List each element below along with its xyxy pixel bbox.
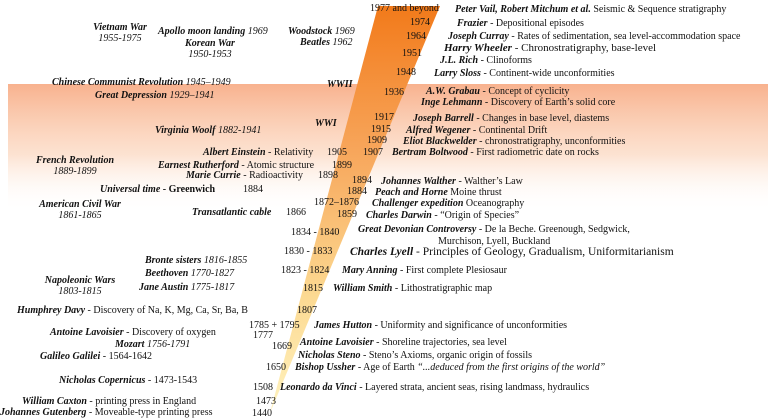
event-copernicus: Nicholas Copernicus - 1473-1543 xyxy=(59,375,198,386)
event-lyell: Charles Lyell - Principles of Geology, G… xyxy=(350,246,674,258)
year-label: 1866 xyxy=(286,207,306,218)
event-universal-time: Universal time - Greenwich xyxy=(100,184,216,195)
event-einstein: Albert Einstein - Relativity xyxy=(203,147,314,158)
event-french-revolution: French Revolution 1889-1899 xyxy=(35,155,115,177)
year-label: 1915 xyxy=(371,124,391,135)
event-wegener: Alfred Wegener - Continental Drift xyxy=(406,125,548,136)
event-grabau: A.W. Grabau - Concept of cyclicity xyxy=(426,86,570,97)
event-curie: Marie Currie - Radioactivity xyxy=(186,170,303,181)
event-rich: J.L. Rich - Clinoforms xyxy=(440,55,532,66)
event-steno: Nicholas Steno - Steno’s Axioms, organic… xyxy=(298,350,532,361)
event-curray: Joseph Curray - Rates of sedimentation, … xyxy=(448,31,741,42)
event-smith: William Smith - Lithostratigraphic map xyxy=(333,283,493,294)
event-lehmann: Inge Lehmann - Discovery of Earth’s soli… xyxy=(421,97,616,108)
event-boltwood: Bertram Boltwood - First radiometric dat… xyxy=(392,147,599,158)
event-vail: Peter Vail, Robert Mitchum et al. Seismi… xyxy=(455,4,727,15)
event-wwii: WWII xyxy=(327,79,353,90)
year-label: 1815 xyxy=(303,283,323,294)
event-civil-war: American Civil War 1861-1865 xyxy=(39,199,121,221)
year-label: 1669 xyxy=(272,341,292,352)
year-label: 1905 xyxy=(327,147,347,158)
year-label: 1948 xyxy=(396,67,416,78)
event-wheeler: Harry Wheeler - Chronostratigraphy, base… xyxy=(444,42,657,54)
event-challenger: Challenger expedition Oceanography xyxy=(372,198,525,209)
event-blackwelder: Eliot Blackwelder - chronostratigraphy, … xyxy=(403,136,626,147)
event-sloss: Larry Sloss - Continent-wide unconformit… xyxy=(434,68,615,79)
event-wwi: WWI xyxy=(315,118,337,129)
event-apollo: Apollo moon landing 1969 xyxy=(158,26,268,37)
year-label: 1777 xyxy=(253,330,273,341)
event-jane-austen: Jane Austin 1775-1817 xyxy=(139,282,235,293)
year-label: 1907 xyxy=(363,147,383,158)
event-beethoven: Beethoven 1770-1827 xyxy=(145,268,235,279)
event-bronte: Bronte sisters 1816-1855 xyxy=(145,255,248,266)
event-da-vinci: Leonardo da Vinci - Layered strata, anci… xyxy=(280,382,590,393)
event-peach-horne: Peach and Horne Moine thrust xyxy=(375,187,502,198)
year-label: 1859 xyxy=(337,209,357,220)
year-label: 1440 xyxy=(252,408,272,419)
year-label: 1951 xyxy=(402,48,422,59)
event-woodstock: Woodstock 1969 xyxy=(288,26,355,37)
event-vietnam-war: Vietnam War 1955-1975 xyxy=(93,22,147,44)
year-label: 1650 xyxy=(266,362,286,373)
year-label: 1909 xyxy=(367,135,387,146)
year-label: 1917 xyxy=(374,112,394,123)
year-label: 1785 + 1795 xyxy=(249,320,300,331)
year-label: 1884 xyxy=(243,184,263,195)
year-label: 1974 xyxy=(410,17,430,28)
year-label: 1936 xyxy=(384,87,404,98)
year-label: 1884 xyxy=(347,186,367,197)
year-label: 1830 - 1833 xyxy=(284,246,333,257)
year-label: 1508 xyxy=(253,382,273,393)
event-barrell: Joseph Barrell - Changes in base level, … xyxy=(413,113,610,124)
event-lavoisier-geology: Antoine Lavoisier - Shoreline trajectori… xyxy=(300,337,507,348)
event-ussher: Bishop Ussher - Age of Earth “...deduced… xyxy=(295,362,606,373)
event-beatles: Beatles 1962 xyxy=(300,37,353,48)
year-label: 1473 xyxy=(256,396,276,407)
event-lavoisier: Antoine Lavoisier - Discovery of oxygen xyxy=(50,327,216,338)
year-label: 1834 - 1840 xyxy=(291,227,340,238)
event-korean-war: Korean War 1950-1953 xyxy=(185,38,235,60)
event-devonian: Great Devonian Controversy - De la Beche… xyxy=(358,224,630,235)
event-devonian-names: Murchison, Lyell, Buckland xyxy=(438,236,551,247)
event-davy: Humphrey Davy - Discovery of Na, K, Mg, … xyxy=(17,305,248,316)
event-walther: Johannes Walther - Walther’s Law xyxy=(381,176,523,187)
event-hutton: James Hutton - Uniformity and significan… xyxy=(314,320,568,331)
event-virginia-woolf: Virginia Woolf 1882-1941 xyxy=(155,125,262,136)
event-gutenberg: Johannes Gutenberg - Moveable-type print… xyxy=(0,407,213,418)
event-napoleonic-wars: Napoleonic Wars 1803-1815 xyxy=(44,275,116,297)
year-label: 1872–1876 xyxy=(314,197,359,208)
event-chinese-revolution: Chinese Communist Revolution 1945–1949 xyxy=(52,77,231,88)
event-frazier: Frazier - Depositional episodes xyxy=(457,18,584,29)
event-darwin: Charles Darwin - “Origin of Species” xyxy=(366,210,520,221)
year-label: 1807 xyxy=(297,305,317,316)
year-label: 1977 and beyond xyxy=(370,3,439,14)
year-label: 1894 xyxy=(352,175,372,186)
event-caxton: William Caxton - printing press in Engla… xyxy=(22,396,197,407)
event-transatlantic-cable: Transatlantic cable xyxy=(192,207,272,218)
event-great-depression: Great Depression 1929–1941 xyxy=(95,90,215,101)
event-rutherford: Earnest Rutherford - Atomic structure xyxy=(158,160,315,171)
year-label: 1899 xyxy=(332,160,352,171)
year-label: 1964 xyxy=(406,31,426,42)
event-mozart: Mozart 1756-1791 xyxy=(115,339,191,350)
event-galileo: Galileo Galilei - 1564-1642 xyxy=(40,351,152,362)
event-anning: Mary Anning - First complete Plesiosaur xyxy=(342,265,507,276)
year-label: 1898 xyxy=(318,170,338,181)
year-label: 1823 - 1824 xyxy=(281,265,330,276)
